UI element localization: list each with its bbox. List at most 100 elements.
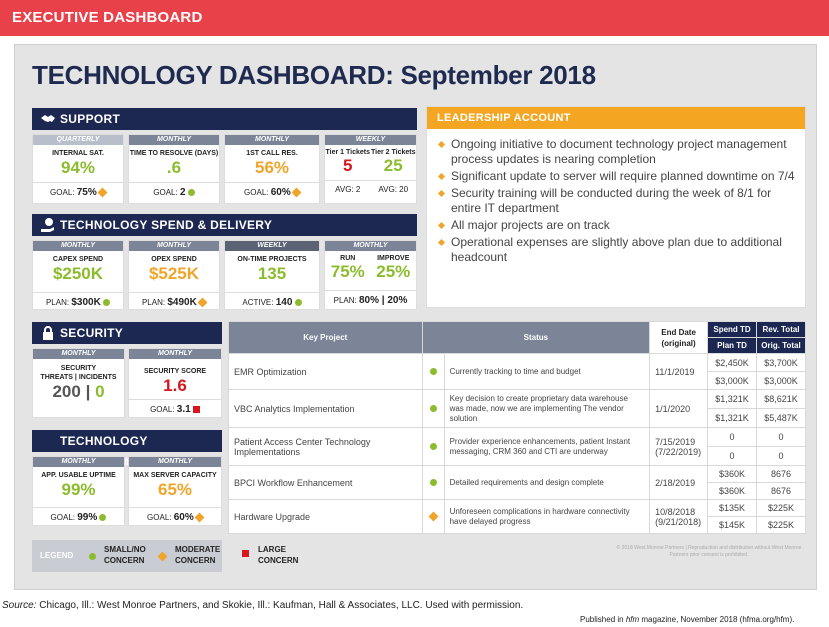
goal-label: GOAL:: [147, 513, 172, 522]
large-concern-icon: [192, 406, 200, 414]
plan-label: PLAN:: [141, 298, 166, 307]
period-label: MONTHLY: [225, 135, 319, 145]
bullet-text: All major projects are on track: [451, 218, 610, 232]
spend-section-header: TECHNOLOGY SPEND & DELIVERY: [32, 214, 417, 236]
table-row: EMR Optimization Currently tracking to t…: [228, 353, 806, 390]
leadership-account-panel: LEADERSHIP ACCOUNT Ongoing initiative to…: [426, 106, 806, 308]
kpi-security-score: MONTHLY SECURITY SCORE 1.6 GOAL: 3.1: [128, 348, 222, 418]
kpi-uptime: MONTHLY APP. USABLE UPTIME 99% GOAL: 99%: [32, 456, 125, 526]
small-concern-icon: [429, 368, 437, 376]
threats-value: 200: [52, 382, 81, 401]
project-name: EMR Optimization: [228, 353, 423, 390]
col-header-plan-td: Plan TD: [707, 337, 758, 354]
bullet-text: Operational expenses are slightly above …: [451, 235, 782, 264]
run-value: 75%: [330, 262, 365, 281]
bullet-diamond-icon: [437, 172, 446, 181]
run-improve-values: 75% 25%: [325, 262, 416, 282]
metric-value: $250K: [52, 264, 104, 283]
metric-value: 135: [257, 264, 287, 283]
rev-total: $3,700K: [756, 353, 806, 372]
separator: |: [85, 382, 91, 401]
project-name: VBC Analytics Implementation: [228, 389, 423, 428]
goal-value: 75%: [76, 187, 97, 198]
orig-total: $225K: [756, 516, 806, 534]
period-label: MONTHLY: [129, 457, 221, 467]
moderate-concern-icon: [428, 511, 439, 522]
status-text: Unforeseen complications in hardware con…: [443, 499, 651, 534]
kpi-first-call-res: MONTHLY 1ST CALL RES. 56% GOAL: 60%: [224, 134, 320, 204]
status-cell: [421, 353, 445, 390]
col-header-project: Key Project: [228, 321, 423, 354]
legend-moderate: MODERATE CONCERN: [175, 545, 221, 565]
plan-td: $1,321K: [707, 408, 758, 428]
avg-label: AVG:: [378, 185, 397, 194]
incidents-value: 0: [95, 382, 105, 401]
metric-label: INTERNAL SAT.: [52, 150, 104, 157]
copyright-fineprint: © 2018 West Monroe Partners | Reproducti…: [616, 545, 802, 558]
goal-row: GOAL: 60%: [225, 182, 319, 198]
project-name: BPCI Workflow Enhancement: [228, 465, 423, 500]
performance-section-header: TECHNOLOGY PERFORMANCE: [32, 430, 222, 470]
goal-row: GOAL: 75%: [33, 182, 123, 198]
metric-label: SECURITY: [60, 365, 97, 372]
orig-total: $5,487K: [756, 408, 806, 428]
metric-value: 1.6: [163, 376, 187, 395]
goal-label: GOAL:: [150, 405, 175, 414]
plan-value: 80% | 20%: [358, 295, 408, 306]
end-date-original: (7/22/2019): [655, 446, 702, 457]
bullet-diamond-icon: [437, 189, 446, 198]
performance-title: TECHNOLOGY PERFORMANCE: [32, 430, 222, 470]
end-date-value: 2/18/2019: [655, 477, 696, 488]
status-cell: [421, 389, 445, 428]
metric-value: $525K: [148, 264, 200, 283]
end-date: 10/8/2018 (9/21/2018): [649, 499, 709, 534]
top-banner: EXECUTIVE DASHBOARD: [0, 0, 829, 36]
avg-row: AVG: 2 AVG: 20: [325, 180, 416, 194]
plan-label: PLAN:: [45, 298, 70, 307]
leadership-bullets: Ongoing initiative to document technolog…: [427, 129, 805, 265]
goal-value: 3.1: [176, 404, 191, 415]
plan-value: $300K: [71, 297, 101, 308]
spend-td: $135K: [707, 499, 758, 517]
legend-small: SMALL/NO CONCERN: [104, 545, 146, 565]
avg-label: AVG:: [335, 185, 354, 194]
legend: LEGEND SMALL/NO CONCERN MODERATE CONCERN: [32, 540, 222, 572]
moderate-concern-icon: [197, 297, 208, 308]
kpi-on-time-projects: WEEKLY ON-TIME PROJECTS 135 ACTIVE: 140: [224, 240, 320, 310]
rev-total: 8676: [756, 465, 806, 483]
tier1-avg: 2: [355, 185, 361, 194]
table-subrow: $3,000K $3,000K: [229, 371, 806, 390]
plan-td: $145K: [707, 516, 758, 534]
small-concern-icon: [429, 443, 437, 451]
small-concern-icon: [429, 405, 437, 413]
period-label: MONTHLY: [129, 349, 221, 359]
small-concern-icon: [187, 189, 195, 197]
bullet-item: Operational expenses are slightly above …: [437, 235, 795, 265]
ticket-values: 5 25: [325, 156, 416, 176]
kpi-time-to-resolve: MONTHLY TIME TO RESOLVE (DAYS) .6 GOAL: …: [128, 134, 220, 204]
tier1-label: Tier 1 Tickets: [325, 149, 371, 156]
goal-label: GOAL:: [244, 188, 269, 197]
plan-td: $3,000K: [707, 371, 758, 390]
improve-label: IMPROVE: [377, 255, 410, 262]
metric-value: 65%: [157, 480, 193, 499]
plan-row: PLAN: $490K: [129, 292, 219, 308]
active-value: 140: [275, 297, 293, 308]
goal-row: GOAL: 60%: [129, 507, 221, 523]
project-name: Patient Access Center Technology Impleme…: [228, 427, 423, 466]
improve-value: 25%: [376, 262, 411, 281]
kpi-threats-incidents: MONTHLY SECURITY THREATS | INCIDENTS 200…: [32, 348, 125, 418]
period-label: MONTHLY: [325, 241, 416, 251]
bullet-diamond-icon: [437, 238, 446, 247]
source-line: Source: Chicago, Ill.: West Monroe Partn…: [2, 600, 523, 611]
metric-label: SECURITY SCORE: [143, 368, 207, 375]
bullet-text: Ongoing initiative to document technolog…: [451, 137, 787, 166]
end-date-value: 7/15/2019: [655, 436, 696, 447]
tier2-label: Tier 2 Tickets: [371, 149, 416, 156]
end-date-value: 10/8/2018: [655, 506, 696, 517]
col-header-end-date: End Date (original): [649, 321, 709, 354]
published-pre: Published in: [580, 615, 626, 624]
support-title: SUPPORT: [60, 112, 121, 126]
large-concern-icon: [242, 550, 249, 557]
security-section-header: SECURITY: [32, 322, 222, 344]
